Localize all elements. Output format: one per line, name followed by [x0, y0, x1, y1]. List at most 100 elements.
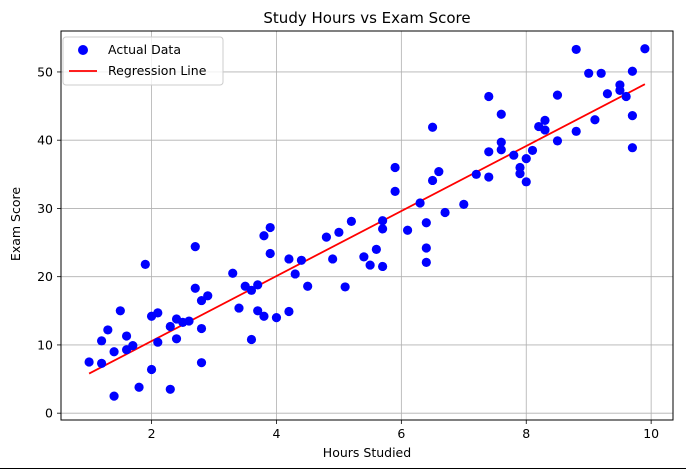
data-point	[271, 313, 282, 323]
data-point	[196, 295, 207, 306]
data-point	[484, 172, 494, 182]
data-point	[340, 282, 350, 292]
data-point	[440, 207, 450, 218]
data-point	[415, 198, 425, 208]
data-point	[621, 91, 631, 102]
data-point	[253, 306, 263, 316]
bottom-divider	[0, 468, 686, 469]
data-point	[303, 281, 313, 291]
x-tick-label: 2	[148, 426, 156, 441]
data-point	[128, 341, 138, 351]
data-point	[571, 44, 581, 55]
data-point	[284, 254, 294, 264]
data-point	[484, 147, 494, 157]
data-point	[153, 308, 163, 318]
data-point	[640, 44, 650, 54]
data-point	[171, 334, 182, 344]
legend-label-actual-data: Actual Data	[108, 42, 181, 57]
data-point	[228, 268, 238, 278]
data-point	[627, 111, 638, 121]
data-point	[290, 269, 300, 279]
data-point	[165, 321, 175, 332]
data-point	[103, 325, 113, 335]
data-point	[246, 285, 257, 295]
data-point	[590, 115, 600, 125]
data-point	[115, 306, 125, 316]
data-point	[496, 109, 506, 119]
data-point	[365, 260, 375, 270]
data-point	[265, 248, 275, 259]
data-point	[427, 175, 438, 186]
data-point	[421, 243, 431, 253]
data-point	[165, 384, 175, 394]
legend: Actual Data Regression Line	[62, 36, 224, 86]
data-point	[527, 145, 538, 156]
data-point	[509, 150, 519, 160]
data-point	[96, 358, 107, 368]
data-point	[596, 68, 606, 78]
x-tick-label: 10	[643, 426, 659, 441]
data-point	[571, 126, 581, 136]
data-point	[584, 68, 594, 78]
data-point	[371, 244, 381, 254]
legend-box	[62, 36, 224, 86]
data-point	[390, 186, 400, 196]
data-point	[484, 91, 494, 102]
data-point	[253, 280, 263, 290]
data-point	[284, 306, 294, 317]
data-point	[602, 89, 613, 99]
data-point	[121, 331, 132, 341]
data-point	[378, 224, 388, 234]
y-tick-label: 20	[37, 269, 53, 284]
chart-title: Study Hours vs Exam Score	[263, 9, 470, 27]
data-point	[627, 143, 638, 153]
y-axis-label: Exam Score	[8, 187, 23, 261]
data-point	[421, 218, 431, 228]
data-point	[321, 232, 332, 242]
data-point	[496, 137, 506, 147]
data-point	[378, 216, 388, 226]
data-point	[134, 382, 144, 392]
plot-area-frame	[60, 30, 674, 421]
data-point	[346, 216, 356, 227]
data-point	[184, 316, 194, 326]
data-point	[521, 177, 531, 187]
data-point	[153, 337, 163, 347]
data-point	[434, 166, 444, 177]
data-point	[390, 162, 400, 173]
data-point	[109, 391, 119, 401]
y-tick-label: 30	[37, 201, 53, 216]
x-axis-label: Hours Studied	[323, 445, 411, 460]
data-point	[552, 90, 563, 100]
data-point	[109, 347, 119, 357]
legend-label-regression-line: Regression Line	[108, 63, 207, 78]
data-point	[140, 259, 150, 269]
data-points-layer	[84, 44, 650, 401]
y-tick-label: 50	[37, 64, 53, 79]
legend-marker-actual-data	[78, 45, 88, 55]
data-point	[190, 242, 200, 252]
data-point	[378, 261, 388, 272]
y-tick-label: 0	[45, 406, 53, 421]
axis-ticks: 2 4 6 8 10 0 10 20 30 40 50	[37, 64, 659, 441]
data-point	[96, 336, 107, 346]
data-point	[265, 222, 275, 233]
data-point	[540, 125, 550, 135]
data-point	[427, 122, 438, 132]
data-point	[552, 136, 563, 146]
data-point	[259, 311, 269, 321]
data-point	[196, 323, 207, 334]
data-point	[521, 154, 531, 164]
data-point	[328, 254, 338, 264]
data-point	[334, 227, 344, 237]
grid	[61, 31, 673, 420]
x-tick-label: 8	[522, 426, 530, 441]
data-point	[146, 364, 157, 375]
x-tick-label: 6	[397, 426, 405, 441]
data-point	[540, 115, 550, 126]
data-point	[190, 283, 200, 293]
data-point	[615, 80, 625, 90]
data-point	[421, 257, 431, 267]
